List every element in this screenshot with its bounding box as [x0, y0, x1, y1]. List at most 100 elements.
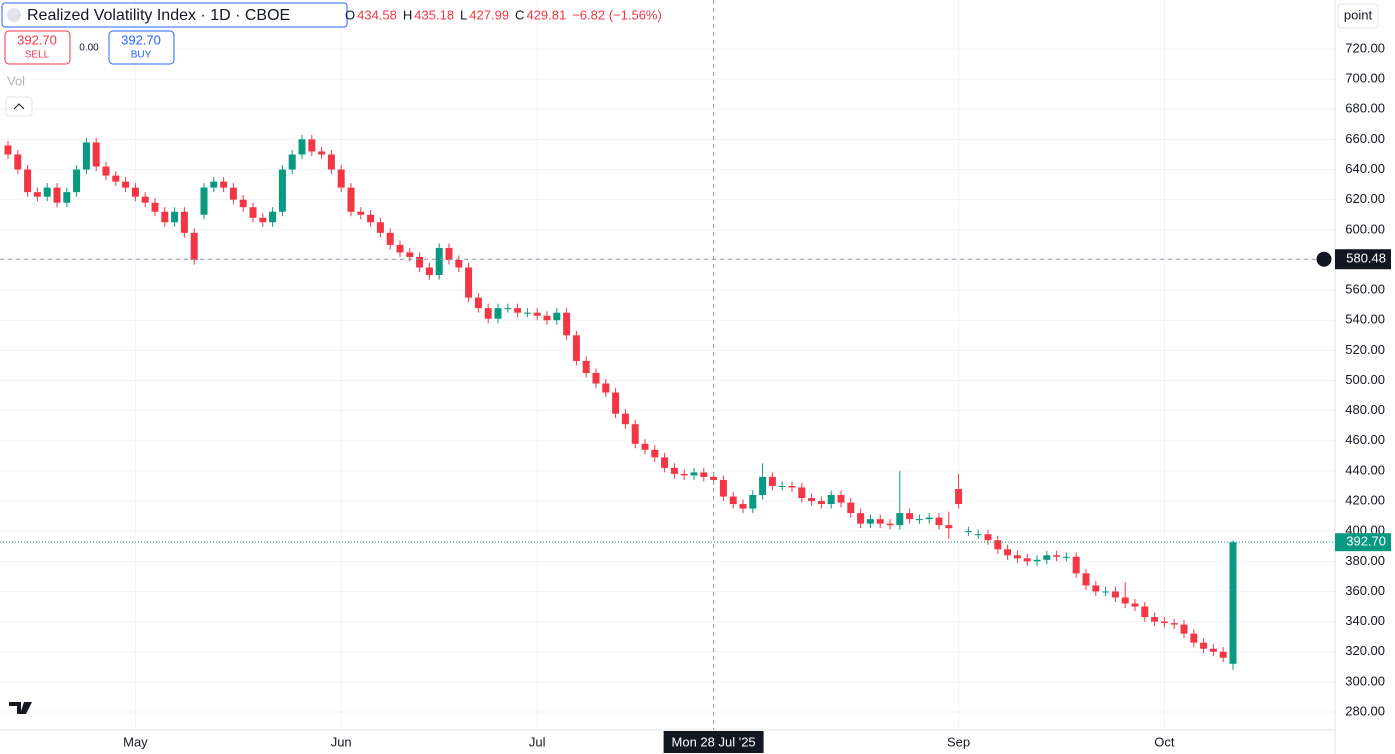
candle-body [376, 222, 384, 233]
y-tick-label: 280.00 [1345, 703, 1385, 718]
x-tick-label: May [123, 734, 148, 749]
unit-box[interactable] [1337, 3, 1379, 29]
candle-body [298, 139, 306, 155]
candle-body [827, 495, 835, 505]
candle-body [817, 501, 825, 505]
candle-body [367, 214, 375, 223]
crosshair-price-tag [1335, 249, 1391, 270]
candle-body [915, 519, 923, 521]
legend-change: −6.82 (−1.56%) [572, 7, 662, 22]
candle-body [425, 267, 433, 276]
candle-body [514, 308, 522, 313]
crosshair-price: 580.48 [1346, 251, 1386, 266]
candle-body [1013, 555, 1021, 559]
y-tick-label: 340.00 [1345, 613, 1385, 628]
candle-body [876, 519, 884, 524]
candle-body [1229, 542, 1237, 664]
sell-button[interactable] [4, 30, 71, 65]
candle-body [1160, 621, 1168, 624]
candle-body [543, 315, 551, 321]
candle-body [974, 534, 982, 536]
y-tick-label: 720.00 [1345, 40, 1385, 55]
candle-body [465, 267, 473, 298]
y-tick-label: 520.00 [1345, 342, 1385, 357]
candle-body [1023, 558, 1031, 562]
candle-body [308, 139, 316, 152]
candle-body [259, 217, 267, 223]
candle-body [788, 485, 796, 488]
candle-body [200, 187, 208, 215]
chart-title: Realized Volatility Index · 1D · CBOE [27, 7, 290, 24]
candle-body [435, 247, 443, 276]
candle-body [92, 142, 100, 167]
candle-body [759, 476, 767, 496]
candle-body [523, 312, 531, 314]
crosshair-plus [1315, 250, 1333, 268]
candle-body [1004, 549, 1012, 556]
legend-value: 434.58 [357, 7, 397, 22]
title-box[interactable] [1, 2, 348, 28]
volume-label: Vol [7, 73, 25, 88]
candle-body [1072, 556, 1080, 574]
candle-body [102, 166, 110, 176]
candle-body [798, 487, 806, 499]
legend-value: 427.99 [469, 7, 509, 22]
candle-body [651, 449, 659, 458]
y-tick-label: 680.00 [1345, 101, 1385, 116]
candle-body [33, 192, 41, 197]
x-tick-label: Oct [1154, 734, 1175, 749]
candle-body [1131, 603, 1139, 607]
candle-body [641, 443, 649, 450]
candle-body [474, 297, 482, 309]
y-tick-label: 620.00 [1345, 191, 1385, 206]
candle-body [1062, 556, 1070, 558]
candle-body [837, 495, 845, 503]
candle-body [288, 154, 296, 170]
candle-body [955, 488, 963, 505]
legend-key: C [515, 7, 524, 22]
candle-body [621, 413, 629, 425]
candle-body [43, 187, 51, 197]
candle-body [278, 169, 286, 212]
candle-body [994, 540, 1002, 550]
candle-body [122, 181, 130, 188]
candle-body [572, 335, 580, 361]
x-tick-label: Jul [529, 734, 546, 749]
candle-body [739, 504, 747, 509]
candle-body [1200, 642, 1208, 649]
candle-body [563, 312, 571, 336]
collapse-icon [13, 103, 25, 110]
candle-body [1033, 559, 1041, 562]
candle-body [445, 247, 453, 260]
candle-body [1219, 651, 1227, 658]
candle-body [719, 479, 727, 497]
candle-body [1180, 624, 1188, 634]
candle-body [416, 256, 424, 268]
collapse-button[interactable] [5, 96, 33, 117]
candle-body [1043, 555, 1051, 560]
candle-body [768, 476, 776, 486]
candle-body [857, 513, 865, 524]
y-tick-label: 480.00 [1345, 402, 1385, 417]
candle-body [886, 523, 894, 526]
y-tick-label: 320.00 [1345, 643, 1385, 658]
candle-body [1111, 591, 1119, 598]
y-tick-label: 300.00 [1345, 673, 1385, 688]
unit-label: point [1344, 7, 1373, 22]
candle-body [337, 169, 345, 188]
candle-body [1102, 591, 1110, 593]
candle-body [112, 175, 120, 182]
candle-body [602, 383, 610, 393]
candle-body [386, 232, 394, 245]
buy-price: 392.70 [121, 32, 161, 47]
sell-price: 392.70 [17, 32, 57, 47]
candle-body [778, 485, 786, 487]
candle-body [4, 145, 12, 155]
buy-button[interactable] [108, 30, 175, 65]
candle-body [896, 513, 904, 526]
candle-body [210, 181, 218, 188]
candle-body [866, 519, 874, 524]
candle-body [631, 424, 639, 444]
